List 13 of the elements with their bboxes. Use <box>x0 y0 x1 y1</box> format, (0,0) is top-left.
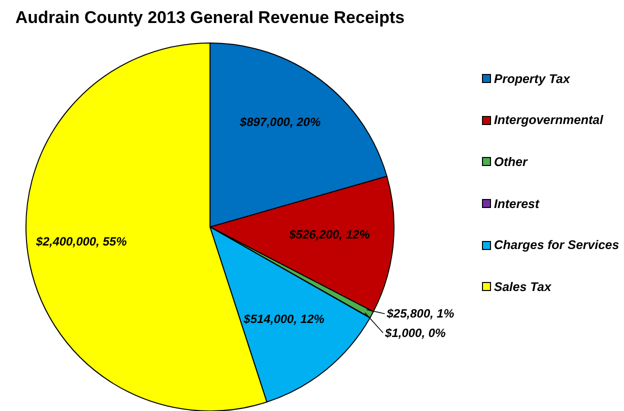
data-label: $25,800, 1% <box>386 306 454 321</box>
legend-label: Charges for Services <box>494 238 620 252</box>
legend-label: Sales Tax <box>494 280 552 294</box>
legend-label: Interest <box>494 196 540 211</box>
data-label: $1,000, 0% <box>384 326 446 340</box>
data-label: $2,400,000, 55% <box>35 234 128 249</box>
chart-title: Audrain County 2013 General Revenue Receipts <box>14 8 406 28</box>
data-label: $514,000, 12% <box>242 312 325 326</box>
legend-label: Property Tax <box>494 72 570 86</box>
legend-label: Other <box>494 154 528 169</box>
data-label: $526,200, 12% <box>288 227 370 242</box>
legend-label: Intergovernmental <box>494 113 604 128</box>
data-label: $897,000, 20% <box>238 115 321 130</box>
